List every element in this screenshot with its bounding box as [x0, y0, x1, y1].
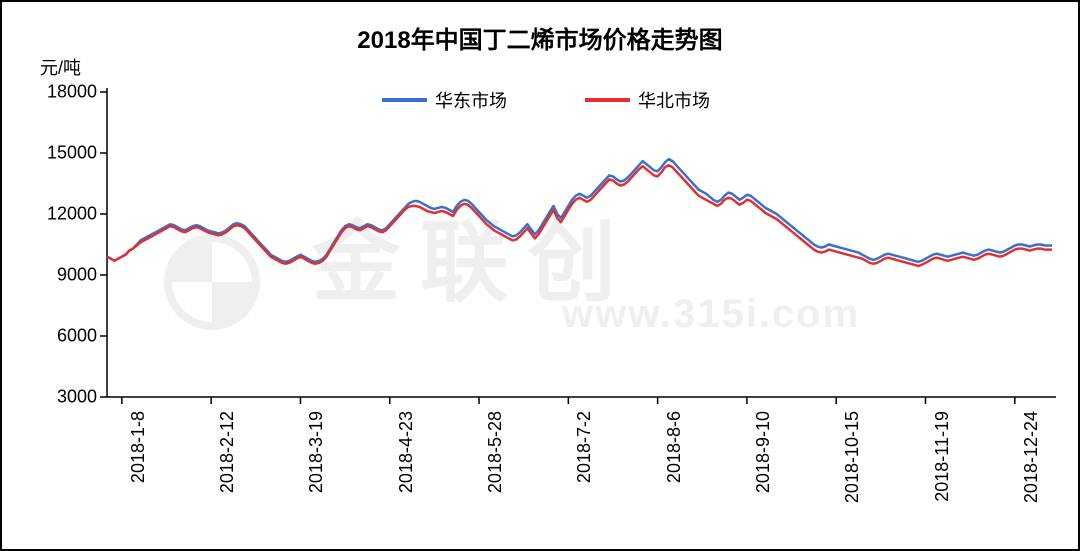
legend-swatch	[382, 98, 427, 102]
x-tick-label: 2018-8-6	[664, 411, 685, 483]
x-tick-label: 2018-5-28	[485, 411, 506, 493]
y-tick-label: 6000	[17, 326, 97, 347]
chart-svg: 华东市场 华北市场	[2, 2, 1078, 549]
y-tick-label: 12000	[17, 204, 97, 225]
x-tick-label: 2018-2-12	[217, 411, 238, 493]
legend-label: 华东市场	[435, 91, 507, 111]
x-tick-label: 2018-3-19	[306, 411, 327, 493]
x-tick-label: 2018-4-23	[396, 411, 417, 493]
y-tick-label: 3000	[17, 387, 97, 408]
legend-label: 华北市场	[638, 91, 710, 111]
series-line	[107, 165, 1052, 266]
y-tick-label: 15000	[17, 143, 97, 164]
y-tick-label: 18000	[17, 82, 97, 103]
x-tick-label: 2018-7-2	[574, 411, 595, 483]
x-tick-label: 2018-12-24	[1021, 411, 1042, 503]
series-line	[107, 159, 1052, 262]
x-tick-label: 2018-10-15	[842, 411, 863, 503]
chart-container: 2018年中国丁二烯市场价格走势图 元/吨 金联创 www.315i.com 华…	[0, 0, 1080, 551]
y-tick-label: 9000	[17, 265, 97, 286]
x-tick-label: 2018-9-10	[753, 411, 774, 493]
legend-swatch	[585, 98, 630, 102]
x-tick-label: 2018-1-8	[128, 411, 149, 483]
x-tick-label: 2018-11-19	[932, 411, 953, 502]
